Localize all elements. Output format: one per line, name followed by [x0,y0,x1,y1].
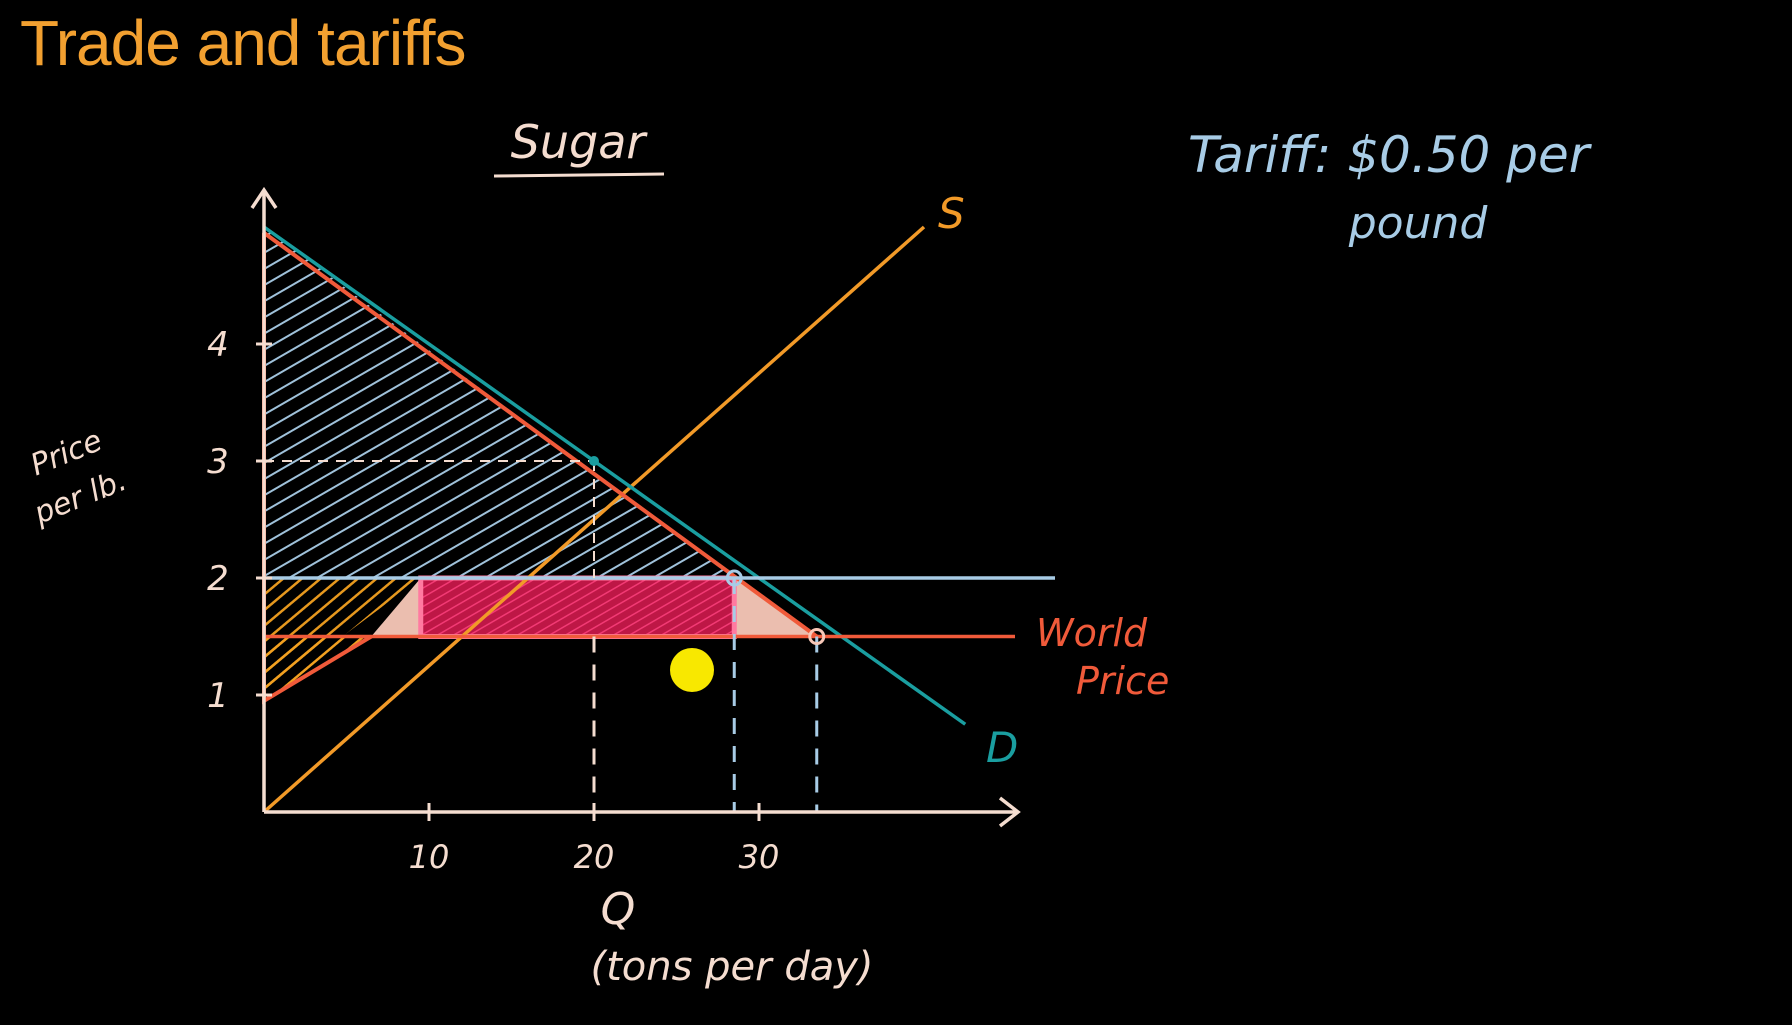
chart-title-underline [493,172,665,178]
chart-title: Sugar [511,115,649,169]
x-axis-label: Q [601,884,636,935]
page-title: Trade and tariffs [20,7,466,79]
x-tick-label-30: 30 [739,838,780,876]
demand-highlight-line [262,231,818,639]
x-axis-sublabel: (tons per day) [590,944,873,990]
y-tick-label-3: 3 [207,442,229,482]
world-price-label-line1: World [1036,611,1148,655]
tariff-revenue-region [420,578,735,637]
series-d-line [262,225,967,726]
x-tick-label-10: 10 [409,838,450,876]
y-axis-arrow [250,186,278,209]
y-tick-label-1: 1 [207,676,229,716]
equilibrium-point [589,456,599,466]
y-tick-label-2: 2 [207,559,229,599]
world-demand-point [808,628,826,645]
demand-label: D [986,723,1018,772]
supply-label: S [938,189,965,238]
tariff-note-line1: Tariff: $0.50 per [1188,126,1593,184]
deadweight-loss-left-region [371,578,421,637]
tariff-note-line2: pound [1348,198,1489,249]
x-axis-arrow [998,796,1021,828]
tariff-demand-point [725,569,743,587]
world-price-label-line2: Price [1076,659,1169,703]
x-tick-label-20: 20 [574,838,615,876]
pointer-dot [670,648,714,692]
y-tick-label-4: 4 [207,325,229,365]
